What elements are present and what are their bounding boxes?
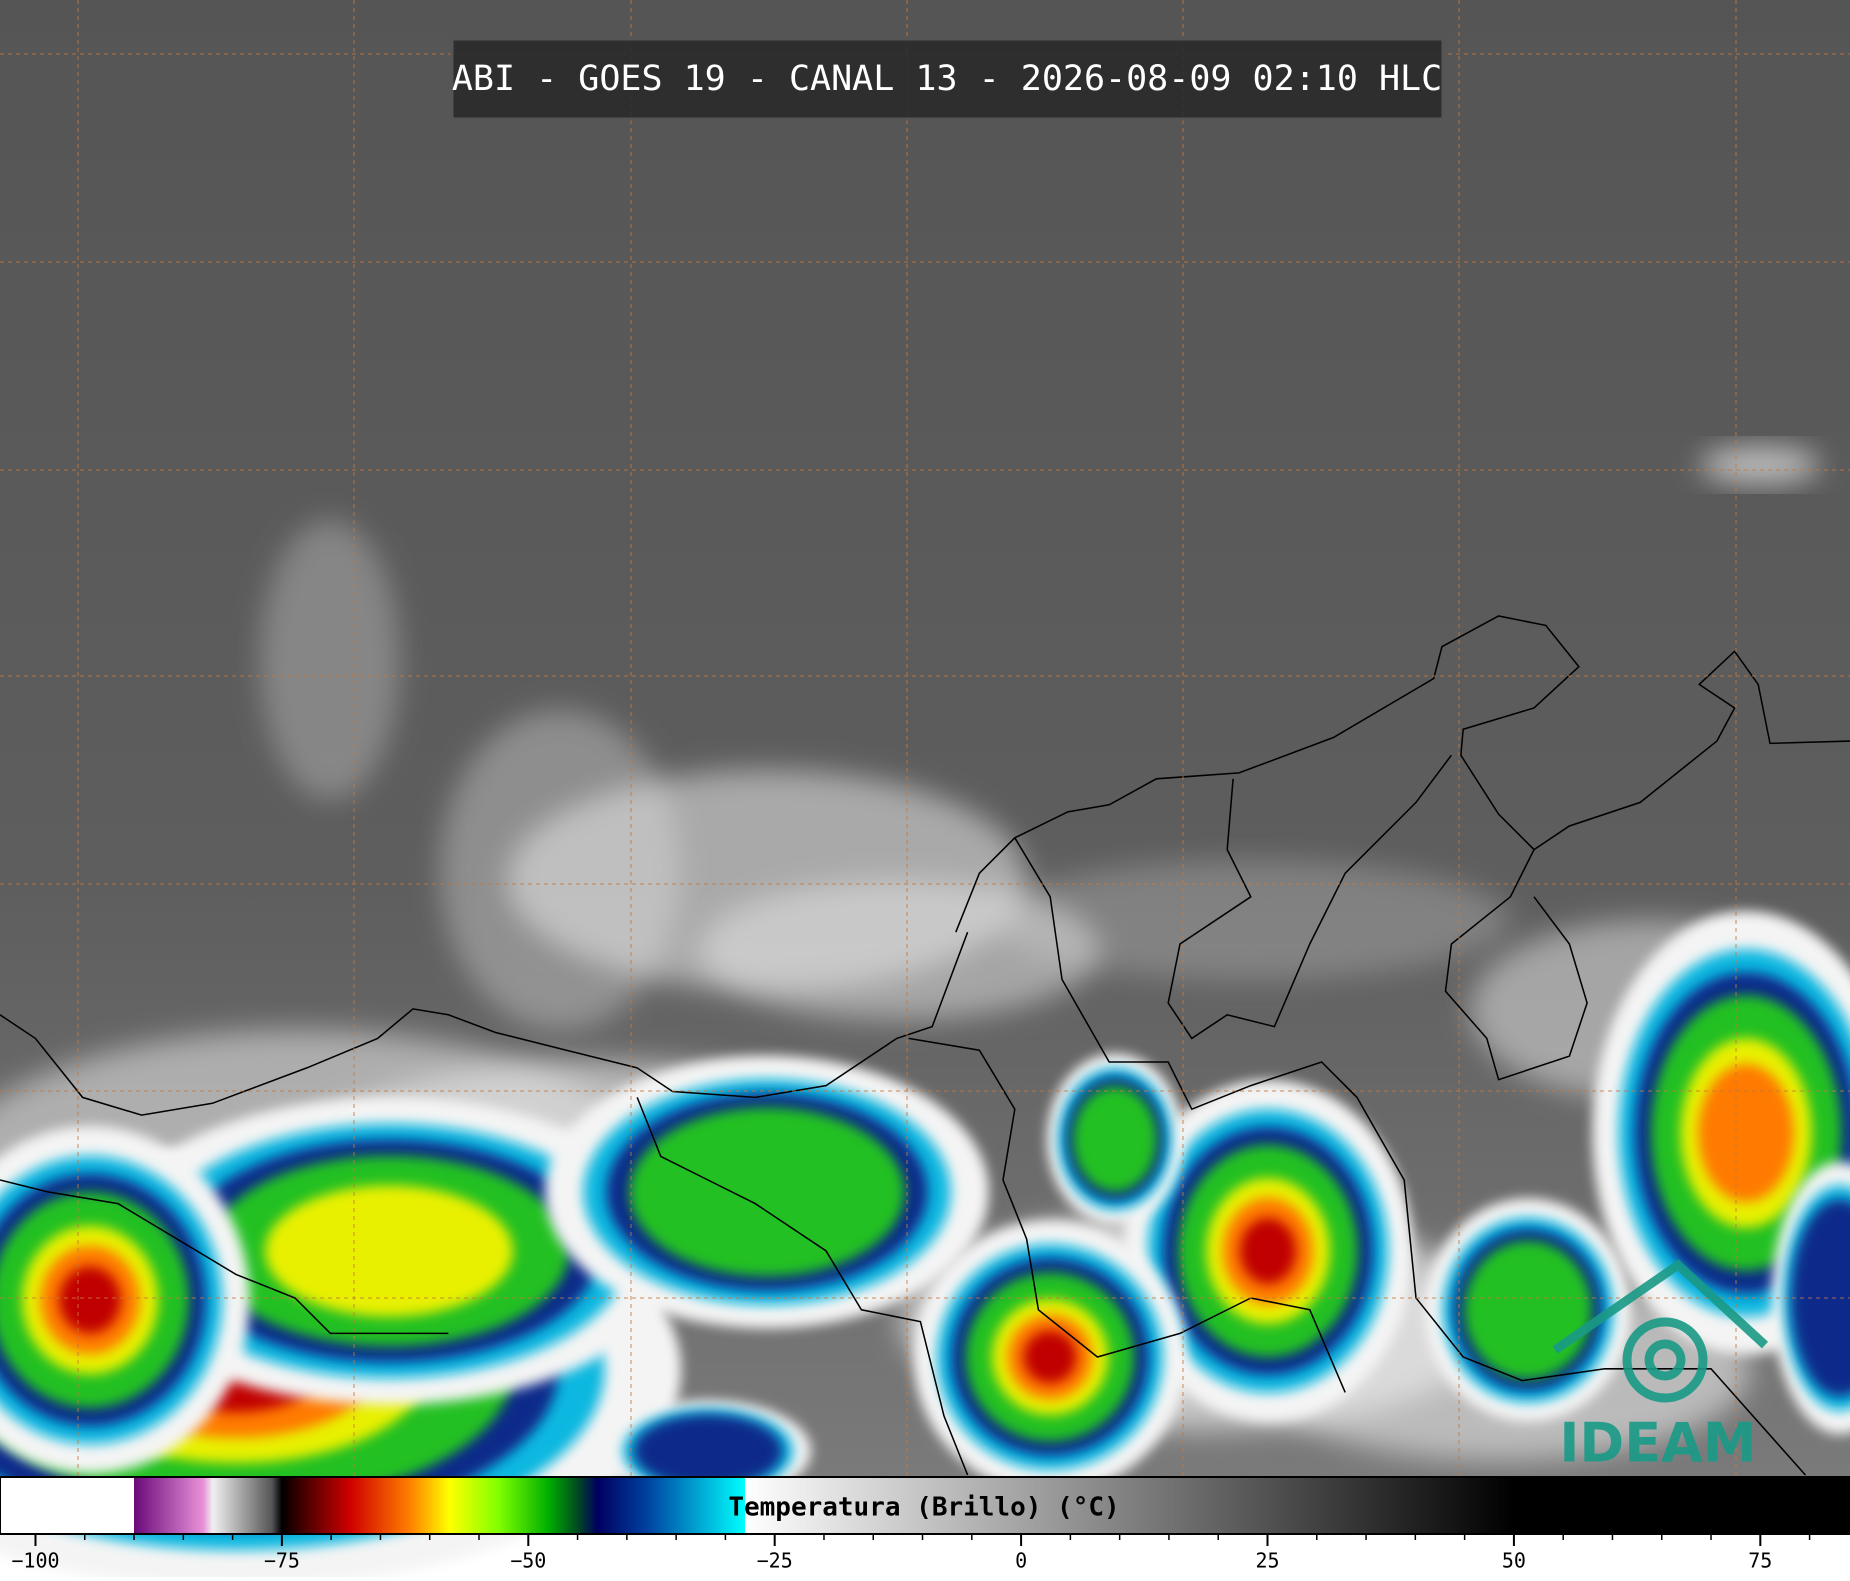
storm-layer <box>1698 1064 1794 1202</box>
cloud <box>440 710 680 1030</box>
tick-label: −50 <box>510 1549 546 1573</box>
logo <box>1552 1259 1769 1403</box>
storm-layer <box>629 1107 905 1277</box>
colorbar-axis: −100 −75 −50 −25 0 25 50 75 <box>11 1534 1811 1573</box>
storm-layer <box>1023 1330 1077 1384</box>
border <box>636 1097 969 1476</box>
tick-label: 0 <box>1015 1549 1027 1573</box>
tick-label: 25 <box>1255 1549 1279 1573</box>
cloud <box>260 520 400 800</box>
border <box>908 1037 1346 1393</box>
coastline <box>0 931 969 1116</box>
storms <box>0 911 1850 1581</box>
logo-roof <box>1552 1259 1769 1354</box>
tick-label: 75 <box>1748 1549 1772 1573</box>
storm-layer <box>59 1266 121 1334</box>
border <box>1167 754 1453 1040</box>
tick-label: −25 <box>757 1549 793 1573</box>
graticule <box>0 0 1850 1477</box>
cloud <box>990 860 1510 980</box>
lake <box>1444 849 1588 1081</box>
border <box>1014 837 1806 1476</box>
logo-pupil <box>1644 1339 1686 1381</box>
colorbar-label: Temperatura (Brillo) (°C) <box>728 1493 1119 1523</box>
logo-eye <box>1622 1317 1708 1403</box>
storm-layer <box>265 1185 513 1317</box>
storm-layer <box>1240 1217 1296 1285</box>
coastline <box>0 1179 449 1335</box>
cloud <box>1700 447 1820 483</box>
logo-text: IDEAM <box>1559 1412 1756 1475</box>
borders <box>0 615 1850 1476</box>
colorbar <box>0 1476 1850 1535</box>
coastline <box>955 615 1850 933</box>
tick-label: −75 <box>264 1549 300 1573</box>
storm-layer <box>1790 1199 1850 1397</box>
storm-layer <box>1072 1085 1158 1193</box>
title: ABI - GOES 19 - CANAL 13 - 2026-08-09 02… <box>452 59 1442 99</box>
title-box <box>450 37 1445 121</box>
tick-label: 50 <box>1502 1549 1526 1573</box>
storm-layer <box>1464 1240 1592 1380</box>
tick-label: −100 <box>11 1549 59 1573</box>
storm-layer <box>633 1414 783 1488</box>
